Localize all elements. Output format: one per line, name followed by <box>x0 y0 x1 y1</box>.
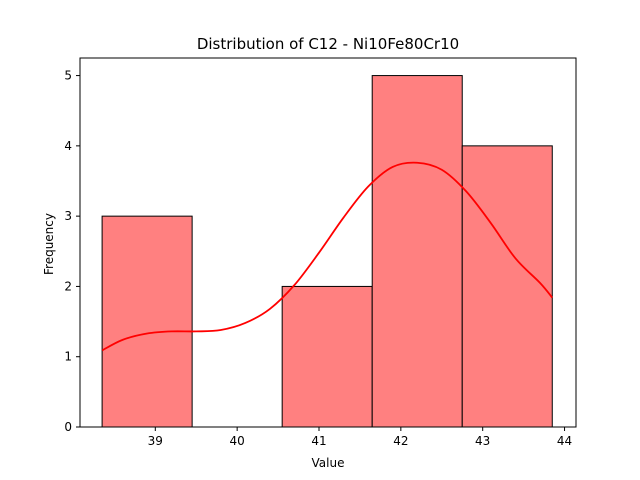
histogram-bar-1 <box>101 215 193 428</box>
y-tick-label: 5 <box>64 69 72 83</box>
x-tick-label: 40 <box>230 434 245 448</box>
chart-title: Distribution of C12 - Ni10Fe80Cr10 <box>197 35 459 53</box>
histogram-bar-5 <box>461 145 553 428</box>
x-axis-label: Value <box>312 456 345 470</box>
x-tick-label: 44 <box>557 434 572 448</box>
histogram-bar-4 <box>371 75 463 428</box>
y-tick-label: 2 <box>64 279 72 293</box>
x-axis: 39 40 41 42 43 44 <box>148 427 572 448</box>
x-tick-label: 43 <box>475 434 490 448</box>
y-axis-label: Frequency <box>42 213 56 275</box>
y-axis: 0 1 2 3 4 5 <box>64 69 80 434</box>
x-tick-label: 42 <box>393 434 408 448</box>
y-tick-label: 4 <box>64 139 72 153</box>
y-tick-label: 1 <box>64 350 72 364</box>
x-tick-label: 39 <box>148 434 163 448</box>
kde-curve <box>101 161 553 352</box>
bars-layer <box>101 75 553 428</box>
y-tick-label: 3 <box>64 209 72 223</box>
y-tick-label: 0 <box>64 420 72 434</box>
x-tick-label: 41 <box>311 434 326 448</box>
histogram-bar-3 <box>281 285 373 428</box>
plot-frame <box>79 57 577 428</box>
kde-layer <box>101 161 553 352</box>
